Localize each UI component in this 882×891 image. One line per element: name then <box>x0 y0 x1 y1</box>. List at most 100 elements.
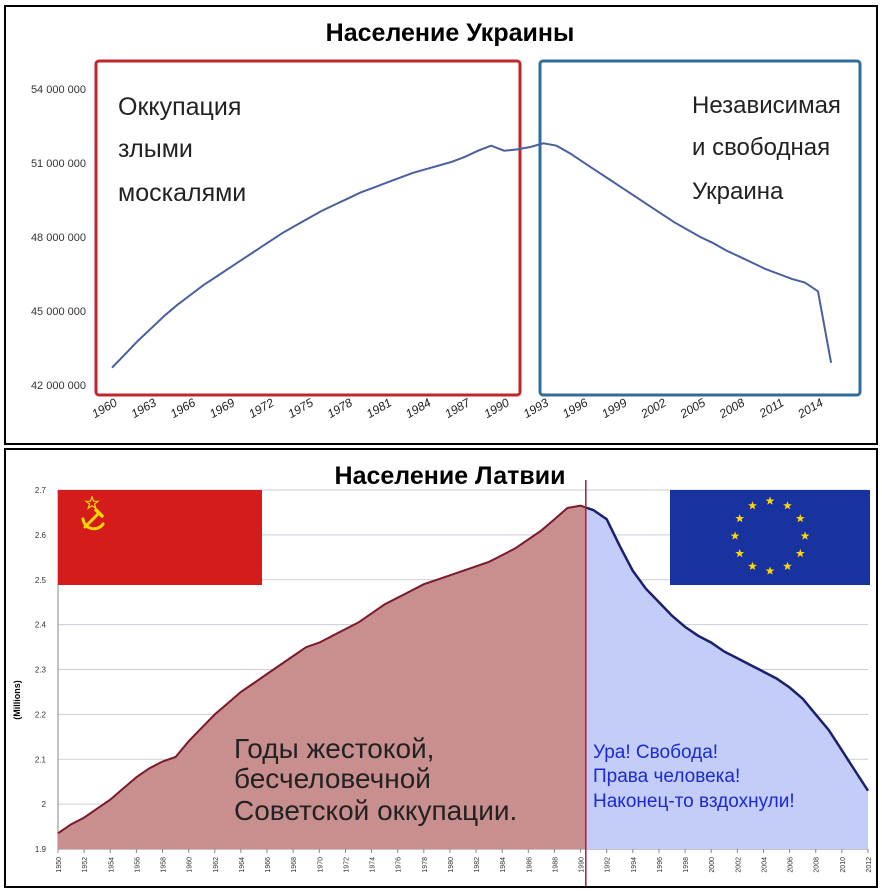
ua-x-tick-label: 1987 <box>442 395 473 421</box>
eu-star-icon <box>783 501 792 510</box>
eu-era-line <box>585 506 870 792</box>
lv-x-tick-label: 1962 <box>213 857 220 873</box>
ua-x-tick-label: 2011 <box>756 395 786 421</box>
eu-star-icon <box>800 531 810 540</box>
lv-y-tick-label: 2.2 <box>35 710 47 719</box>
ua-x-tick-label: 1990 <box>482 395 512 421</box>
eu-star-icon <box>795 548 805 558</box>
ukraine-population-line <box>111 142 833 369</box>
lv-x-tick-label: 2000 <box>709 857 716 873</box>
ua-x-tick-label: 1984 <box>403 395 433 421</box>
soviet-label-line2: бесчеловечной <box>234 763 431 794</box>
lv-x-tick-label: 1950 <box>56 857 63 873</box>
ua-x-tick-label: 1981 <box>364 395 394 420</box>
lv-x-tick-label: 2006 <box>788 857 795 873</box>
eu-star-icon <box>765 496 775 505</box>
lv-x-tick-label: 1976 <box>396 857 403 873</box>
latvia-chart-panel: Население Латвии 2.7 2.6 2.5 2.4 2.3 2.2 2.1 2 1… <box>4 448 878 888</box>
lv-x-tick-label: 1970 <box>317 857 324 873</box>
ua-x-tick-label: 1993 <box>521 395 551 421</box>
occupation-label-line3: москалями <box>118 179 246 207</box>
soviet-era-area <box>58 505 586 849</box>
lv-x-tick-label: 1992 <box>605 857 612 873</box>
ua-y-tick-label: 51 000 000 <box>31 158 86 170</box>
lv-y-tick-label: 2.3 <box>35 666 47 675</box>
lv-y-tick-label: 2.7 <box>35 486 47 495</box>
lv-x-tick-label: 1982 <box>474 857 481 873</box>
eu-flag <box>670 490 870 585</box>
independence-label-line1: Независимая <box>692 92 841 119</box>
lv-x-tick-label: 2012 <box>866 857 873 873</box>
lv-x-tick-label: 1972 <box>343 857 350 873</box>
ukraine-chart-panel: Население Украины 54 000 000 51 000 000 48… <box>4 5 878 445</box>
ua-x-tick-label: 1972 <box>246 395 276 421</box>
lv-x-tick-label: 1984 <box>500 857 507 873</box>
lv-x-tick-label: 1998 <box>683 857 690 873</box>
eu-star-icon <box>735 513 745 523</box>
lv-x-tick-label: 1986 <box>526 857 533 873</box>
eu-star-icon <box>765 566 775 575</box>
ua-x-tick-label: 1975 <box>285 395 315 421</box>
lv-y-tick-label: 2.6 <box>35 531 47 540</box>
eu-star-icon <box>735 548 745 558</box>
lv-y-tick-label: 1.9 <box>35 845 47 854</box>
lv-y-tick-label: 2.4 <box>35 621 47 630</box>
independence-label-line3: Украина <box>692 178 784 205</box>
latvia-population-chart: Население Латвии 2.7 2.6 2.5 2.4 2.3 2.2 2.1 2 1… <box>12 462 873 886</box>
lv-x-tick-label: 2004 <box>761 857 768 873</box>
lv-x-tick-label: 2010 <box>840 857 847 873</box>
lv-x-tick-label: 1978 <box>422 857 429 873</box>
independence-label-line2: и свободная <box>692 134 830 161</box>
ua-x-tick-label: 1969 <box>207 395 237 421</box>
ua-y-tick-label: 45 000 000 <box>31 306 86 318</box>
eu-star-icon <box>748 501 757 510</box>
freedom-label-line3: Наконец-то вздохнули! <box>593 791 795 812</box>
lv-x-tick-label: 1952 <box>82 857 89 873</box>
ua-x-tick-label: 1996 <box>560 395 590 421</box>
soviet-label-line3: Советской оккупации. <box>234 795 517 826</box>
ua-x-tick-label: 2008 <box>716 395 747 421</box>
lv-x-tick-label: 1966 <box>265 857 272 873</box>
lv-x-tick-label: 1994 <box>631 857 638 873</box>
latvia-chart-title: Население Латвии <box>335 462 566 490</box>
lv-x-tick-label: 1968 <box>291 857 298 873</box>
lv-x-tick-label: 1960 <box>187 857 194 873</box>
ua-x-tick-label: 2014 <box>795 395 826 421</box>
ua-x-tick-label: 1966 <box>168 395 198 421</box>
ua-y-tick-label: 42 000 000 <box>31 380 86 392</box>
eu-star-icon <box>748 561 757 570</box>
lv-x-tick-label: 1990 <box>579 857 586 873</box>
independence-box <box>538 59 862 397</box>
ua-x-tick-label: 1963 <box>129 395 159 421</box>
lv-x-tick-label: 2002 <box>735 857 742 873</box>
lv-x-tick-label: 1974 <box>370 857 377 873</box>
ukraine-population-chart: Население Украины 54 000 000 51 000 000 48… <box>31 19 862 421</box>
eu-star-icon <box>730 531 740 540</box>
ua-x-tick-label: 1960 <box>89 395 119 421</box>
lv-x-tick-label: 1964 <box>239 857 246 873</box>
ua-x-tick-label: 1978 <box>325 395 355 421</box>
lv-y-tick-label: 2.1 <box>35 755 47 764</box>
ussr-star-icon <box>84 495 100 510</box>
lv-x-tick-label: 1988 <box>552 857 559 873</box>
occupation-box <box>94 59 522 397</box>
ua-x-tick-label: 2002 <box>638 395 669 421</box>
lv-y-tick-label: 2.5 <box>35 576 47 585</box>
eu-star-icon <box>783 561 792 570</box>
ussr-flag <box>58 490 262 585</box>
freedom-label-line2: Права человека! <box>593 766 740 787</box>
ua-x-tick-label: 1999 <box>599 395 629 421</box>
latvia-y-axis-label: (Millions) <box>12 680 22 720</box>
ua-y-tick-label: 48 000 000 <box>31 232 86 244</box>
lv-x-tick-label: 2008 <box>814 857 821 873</box>
lv-y-tick-label: 2 <box>42 800 47 809</box>
ua-y-tick-label: 54 000 000 <box>31 84 86 96</box>
freedom-label-line1: Ура! Свобода! <box>593 742 718 763</box>
occupation-label-line1: Оккупация <box>118 93 241 121</box>
ua-x-tick-label: 2005 <box>677 395 708 421</box>
soviet-era-line <box>57 504 587 835</box>
eu-star-icon <box>795 513 805 523</box>
lv-x-tick-label: 1980 <box>448 857 455 873</box>
ukraine-chart-title: Население Украины <box>326 19 575 47</box>
lv-x-tick-label: 1956 <box>134 857 141 873</box>
